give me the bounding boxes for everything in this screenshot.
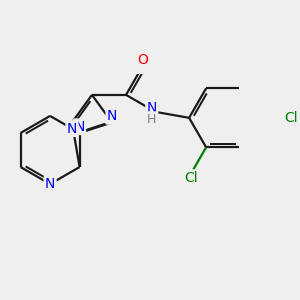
Text: Cl: Cl: [184, 171, 198, 185]
Text: N: N: [74, 120, 85, 134]
Text: N: N: [45, 177, 55, 191]
Text: N: N: [67, 122, 77, 136]
Text: O: O: [138, 53, 148, 67]
Text: H: H: [147, 112, 157, 125]
Text: N: N: [107, 109, 117, 123]
Text: Cl: Cl: [284, 111, 298, 125]
Text: N: N: [147, 101, 157, 115]
